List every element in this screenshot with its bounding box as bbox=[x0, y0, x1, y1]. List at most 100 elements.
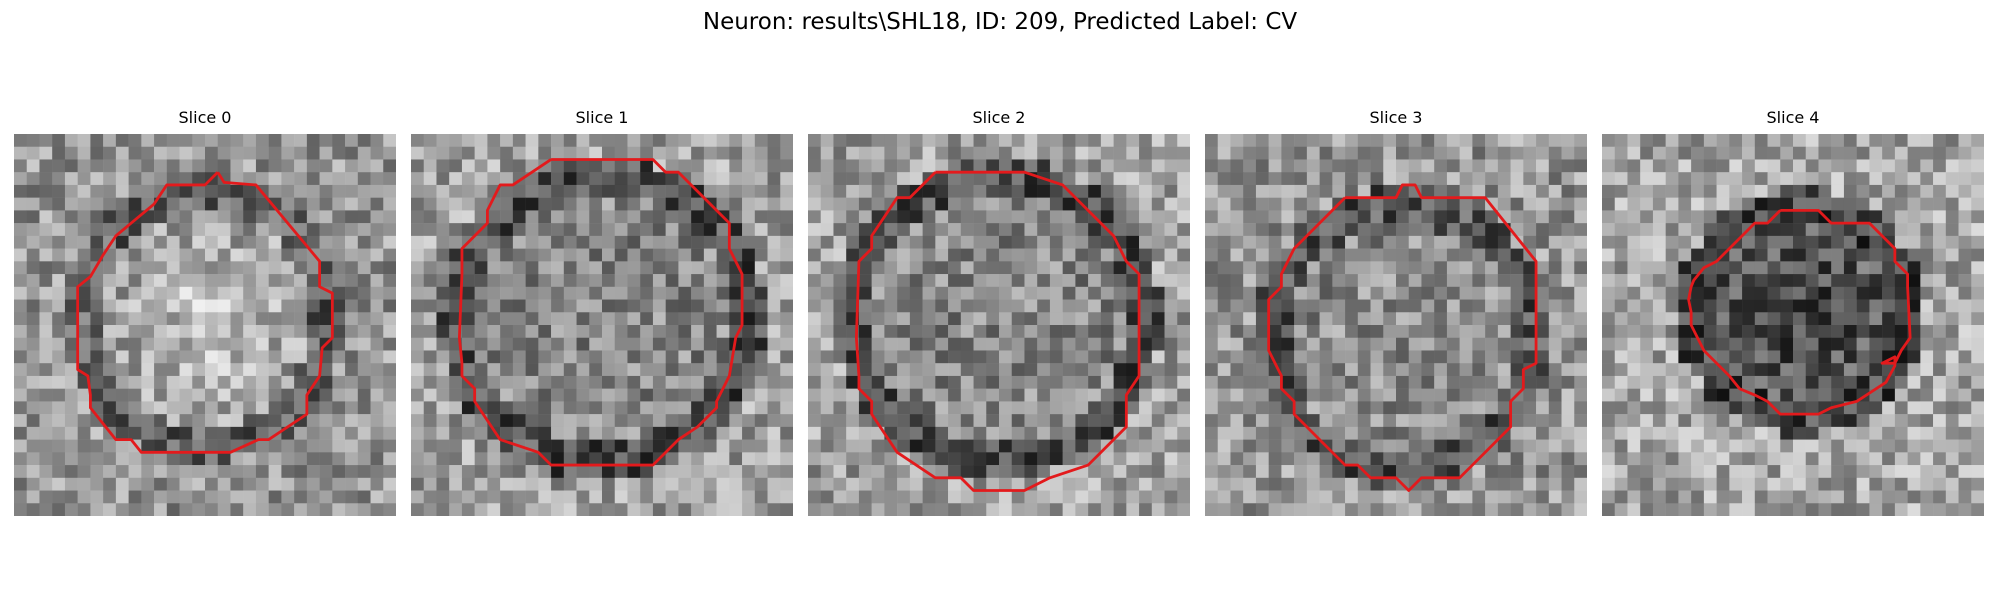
pixel bbox=[64, 210, 78, 224]
pixel bbox=[436, 325, 450, 338]
pixel bbox=[128, 426, 142, 440]
pixel bbox=[357, 350, 371, 364]
pixel bbox=[1742, 299, 1756, 313]
pixel bbox=[39, 134, 53, 147]
pixel bbox=[1421, 452, 1435, 466]
pixel bbox=[500, 159, 514, 173]
pixel bbox=[1843, 312, 1857, 326]
pixel bbox=[319, 388, 333, 402]
pixel bbox=[306, 477, 320, 491]
pixel bbox=[1294, 274, 1308, 288]
pixel bbox=[614, 490, 628, 504]
pixel bbox=[52, 274, 66, 288]
pixel bbox=[1037, 261, 1051, 275]
pixel bbox=[1640, 235, 1654, 249]
pixel bbox=[1920, 401, 1934, 415]
pixel bbox=[1933, 363, 1947, 377]
pixel bbox=[1446, 465, 1460, 479]
pixel bbox=[1205, 261, 1218, 275]
pixel bbox=[14, 452, 27, 466]
pixel bbox=[1217, 452, 1231, 466]
pixel bbox=[820, 159, 834, 173]
pixel bbox=[1037, 401, 1051, 415]
pixel bbox=[357, 401, 371, 415]
pixel bbox=[1971, 439, 1984, 453]
pixel bbox=[1933, 197, 1947, 211]
pixel bbox=[742, 465, 756, 479]
pixel bbox=[1523, 477, 1537, 491]
pixel bbox=[77, 159, 91, 173]
pixel bbox=[436, 337, 450, 351]
pixel bbox=[614, 210, 628, 224]
pixel bbox=[1459, 325, 1473, 338]
pixel bbox=[652, 210, 666, 224]
pixel bbox=[1357, 274, 1371, 288]
pixel bbox=[1933, 426, 1947, 440]
pixel bbox=[1523, 490, 1537, 504]
pixel bbox=[576, 452, 590, 466]
pixel bbox=[602, 490, 615, 504]
pixel bbox=[26, 197, 40, 211]
pixel bbox=[884, 401, 898, 415]
pixel bbox=[1627, 312, 1641, 326]
pixel bbox=[1742, 426, 1756, 440]
pixel bbox=[1255, 261, 1269, 275]
pixel bbox=[1113, 146, 1127, 160]
pixel bbox=[563, 210, 577, 224]
pixel bbox=[1421, 286, 1435, 300]
pixel bbox=[332, 146, 346, 160]
pixel bbox=[1652, 350, 1666, 364]
pixel bbox=[411, 261, 424, 275]
pixel bbox=[141, 477, 155, 491]
pixel bbox=[754, 363, 768, 377]
pixel bbox=[1383, 426, 1397, 440]
pixel bbox=[1882, 414, 1896, 428]
pixel bbox=[665, 414, 679, 428]
pixel bbox=[808, 172, 821, 186]
pixel bbox=[500, 452, 514, 466]
pixel bbox=[294, 325, 308, 338]
pixel bbox=[833, 146, 847, 160]
pixel bbox=[1459, 184, 1473, 198]
pixel bbox=[1729, 286, 1743, 300]
pixel bbox=[1780, 134, 1794, 147]
pixel bbox=[411, 235, 424, 249]
pixel bbox=[90, 325, 104, 338]
pixel bbox=[115, 414, 129, 428]
pixel bbox=[461, 401, 475, 415]
pixel bbox=[973, 286, 987, 300]
pixel bbox=[141, 235, 155, 249]
pixel bbox=[627, 146, 641, 160]
pixel bbox=[1434, 197, 1448, 211]
pixel bbox=[1602, 210, 1615, 224]
pixel bbox=[1894, 503, 1908, 516]
pixel bbox=[1831, 388, 1845, 402]
pixel bbox=[1100, 146, 1114, 160]
pixel bbox=[640, 350, 654, 364]
pixel bbox=[897, 503, 911, 516]
pixel bbox=[678, 197, 692, 211]
pixel bbox=[871, 490, 885, 504]
pixel bbox=[948, 401, 962, 415]
pixel bbox=[370, 490, 384, 504]
pixel bbox=[1665, 401, 1679, 415]
pixel bbox=[370, 452, 384, 466]
pixel bbox=[652, 490, 666, 504]
pixel bbox=[1729, 401, 1743, 415]
pixel bbox=[691, 490, 705, 504]
pixel bbox=[922, 325, 936, 338]
pixel bbox=[14, 261, 27, 275]
pixel bbox=[1678, 414, 1692, 428]
pixel bbox=[652, 401, 666, 415]
pixel bbox=[1485, 248, 1499, 262]
pixel bbox=[64, 172, 78, 186]
pixel bbox=[1383, 414, 1397, 428]
pixel bbox=[1472, 426, 1486, 440]
pixel bbox=[1945, 325, 1959, 338]
pixel bbox=[294, 439, 308, 453]
pixel bbox=[1075, 337, 1089, 351]
pixel bbox=[1139, 401, 1153, 415]
pixel bbox=[767, 261, 781, 275]
pixel bbox=[474, 452, 488, 466]
pixel bbox=[1958, 248, 1972, 262]
